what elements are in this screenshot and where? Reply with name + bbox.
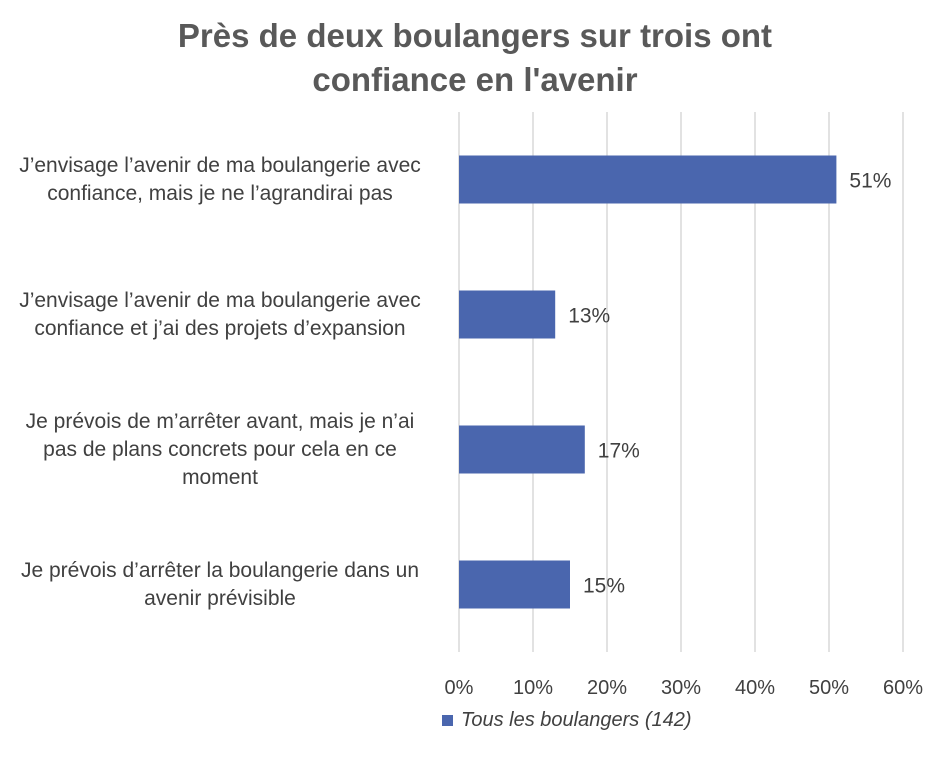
- chart-title-line: confiance en l'avenir: [312, 61, 638, 98]
- x-tick-label: 20%: [587, 677, 627, 699]
- x-tick-label: 30%: [661, 677, 701, 699]
- category-label-line: Je prévois de m’arrêter avant, mais je n…: [25, 409, 415, 433]
- category-label-line: avenir prévisible: [144, 586, 296, 610]
- bar: [459, 425, 585, 474]
- chart-title: Près de deux boulangers sur trois ont con…: [0, 14, 938, 102]
- x-tick-label: 10%: [513, 677, 553, 699]
- x-tick-label: 60%: [883, 677, 923, 699]
- legend-label: Tous les boulangers (142): [461, 708, 692, 731]
- category-label-line: J’envisage l’avenir de ma boulangerie av…: [19, 153, 421, 177]
- chart-title-line: Près de deux boulangers sur trois ont: [177, 17, 773, 54]
- category-label-line: moment: [182, 465, 258, 489]
- category-label: J’envisage l’avenir de ma boulangerie av…: [0, 152, 440, 208]
- category-label-line: confiance et j’ai des projets d’expansio…: [34, 316, 406, 340]
- bar: [459, 560, 570, 609]
- legend-swatch: [442, 714, 453, 726]
- legend: Tous les boulangers (142): [442, 706, 692, 734]
- bar: [459, 155, 837, 204]
- category-label: Je prévois de m’arrêter avant, mais je n…: [0, 408, 440, 492]
- x-axis-tick-labels: 0% 10% 20% 30% 40% 50% 60%: [445, 677, 924, 699]
- data-label: 15%: [583, 575, 625, 598]
- x-tick-label: 40%: [735, 677, 775, 699]
- data-label: 17%: [598, 440, 640, 463]
- data-label: 51%: [849, 170, 891, 193]
- category-label-line: Je prévois d’arrêter la boulangerie dans…: [20, 558, 420, 582]
- category-label-line: J’envisage l’avenir de ma boulangerie av…: [19, 288, 421, 312]
- x-tick-label: 0%: [445, 677, 474, 699]
- category-label: Je prévois d’arrêter la boulangerie dans…: [0, 557, 440, 613]
- data-labels: 51% 13% 17% 15%: [568, 170, 891, 598]
- x-tick-label: 50%: [809, 677, 849, 699]
- category-label-line: confiance, mais je ne l’agrandirai pas: [47, 181, 393, 205]
- data-label: 13%: [568, 305, 610, 328]
- bars: [459, 155, 837, 609]
- category-label-line: pas de plans concrets pour cela en ce: [43, 437, 397, 461]
- category-label: J’envisage l’avenir de ma boulangerie av…: [0, 287, 440, 343]
- bar: [459, 290, 556, 339]
